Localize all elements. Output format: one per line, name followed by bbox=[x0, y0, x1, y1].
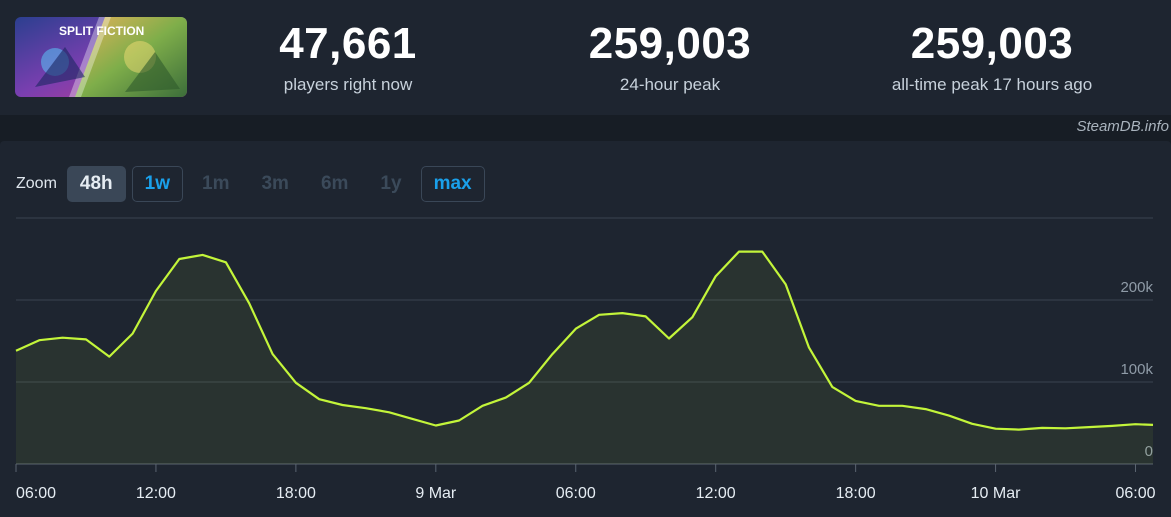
zoom-button-max[interactable]: max bbox=[420, 166, 485, 202]
zoom-button-1w[interactable]: 1w bbox=[131, 166, 184, 202]
x-tick-label: 06:00 bbox=[16, 485, 56, 502]
stat-label: all-time peak 17 hours ago bbox=[891, 75, 1093, 94]
x-tick-label: 12:00 bbox=[696, 485, 736, 502]
zoom-button-48h[interactable]: 48h bbox=[66, 166, 126, 202]
stat-value: 259,003 bbox=[910, 19, 1074, 68]
x-tick-label: 12:00 bbox=[136, 485, 176, 502]
zoom-button-1y: 1y bbox=[367, 166, 414, 202]
y-tick-label: 200k bbox=[1120, 279, 1153, 296]
x-tick-label: 10 Mar bbox=[971, 485, 1021, 502]
game-artwork: SPLIT FICTION bbox=[15, 17, 187, 97]
x-tick-label: 06:00 bbox=[1115, 485, 1155, 502]
stat-all-time-peak: 259,003 all-time peak 17 hours ago bbox=[860, 20, 1124, 96]
game-capsule-image[interactable]: SPLIT FICTION bbox=[15, 17, 187, 97]
stat-value: 259,003 bbox=[588, 19, 752, 68]
stat-value: 47,661 bbox=[279, 19, 417, 68]
game-logo-text: SPLIT FICTION bbox=[59, 24, 144, 38]
stat-24h-peak: 259,003 24-hour peak bbox=[560, 20, 780, 96]
zoom-label: Zoom bbox=[16, 175, 57, 192]
x-tick-label: 18:00 bbox=[836, 485, 876, 502]
steamdb-watermark[interactable]: SteamDB.info bbox=[1076, 118, 1169, 135]
stat-label: 24-hour peak bbox=[619, 75, 721, 94]
x-tick-label: 06:00 bbox=[556, 485, 596, 502]
x-tick-label: 9 Mar bbox=[415, 485, 457, 502]
stats-panel: SPLIT FICTION 47,661 players right now 2… bbox=[0, 0, 1171, 115]
stat-label: players right now bbox=[283, 75, 413, 94]
y-tick-label: 0 bbox=[1145, 443, 1153, 460]
zoom-button-1m: 1m bbox=[189, 166, 242, 202]
zoom-button-3m: 3m bbox=[248, 166, 301, 202]
player-count-chart[interactable]: 0 100k 200k 06:00 12:00 18:00 9 Mar 06:00 12:00 1… bbox=[0, 210, 1171, 517]
zoom-bar: Zoom 48h 1w 1m 3m 6m 1y max bbox=[16, 166, 491, 202]
x-tick-label: 18:00 bbox=[276, 485, 316, 502]
series-area bbox=[16, 251, 1153, 464]
zoom-button-6m: 6m bbox=[308, 166, 361, 202]
y-tick-label: 100k bbox=[1120, 361, 1153, 378]
series-line bbox=[15, 250, 1154, 431]
stat-players-now: 47,661 players right now bbox=[248, 20, 448, 96]
chart-panel bbox=[0, 141, 1171, 517]
